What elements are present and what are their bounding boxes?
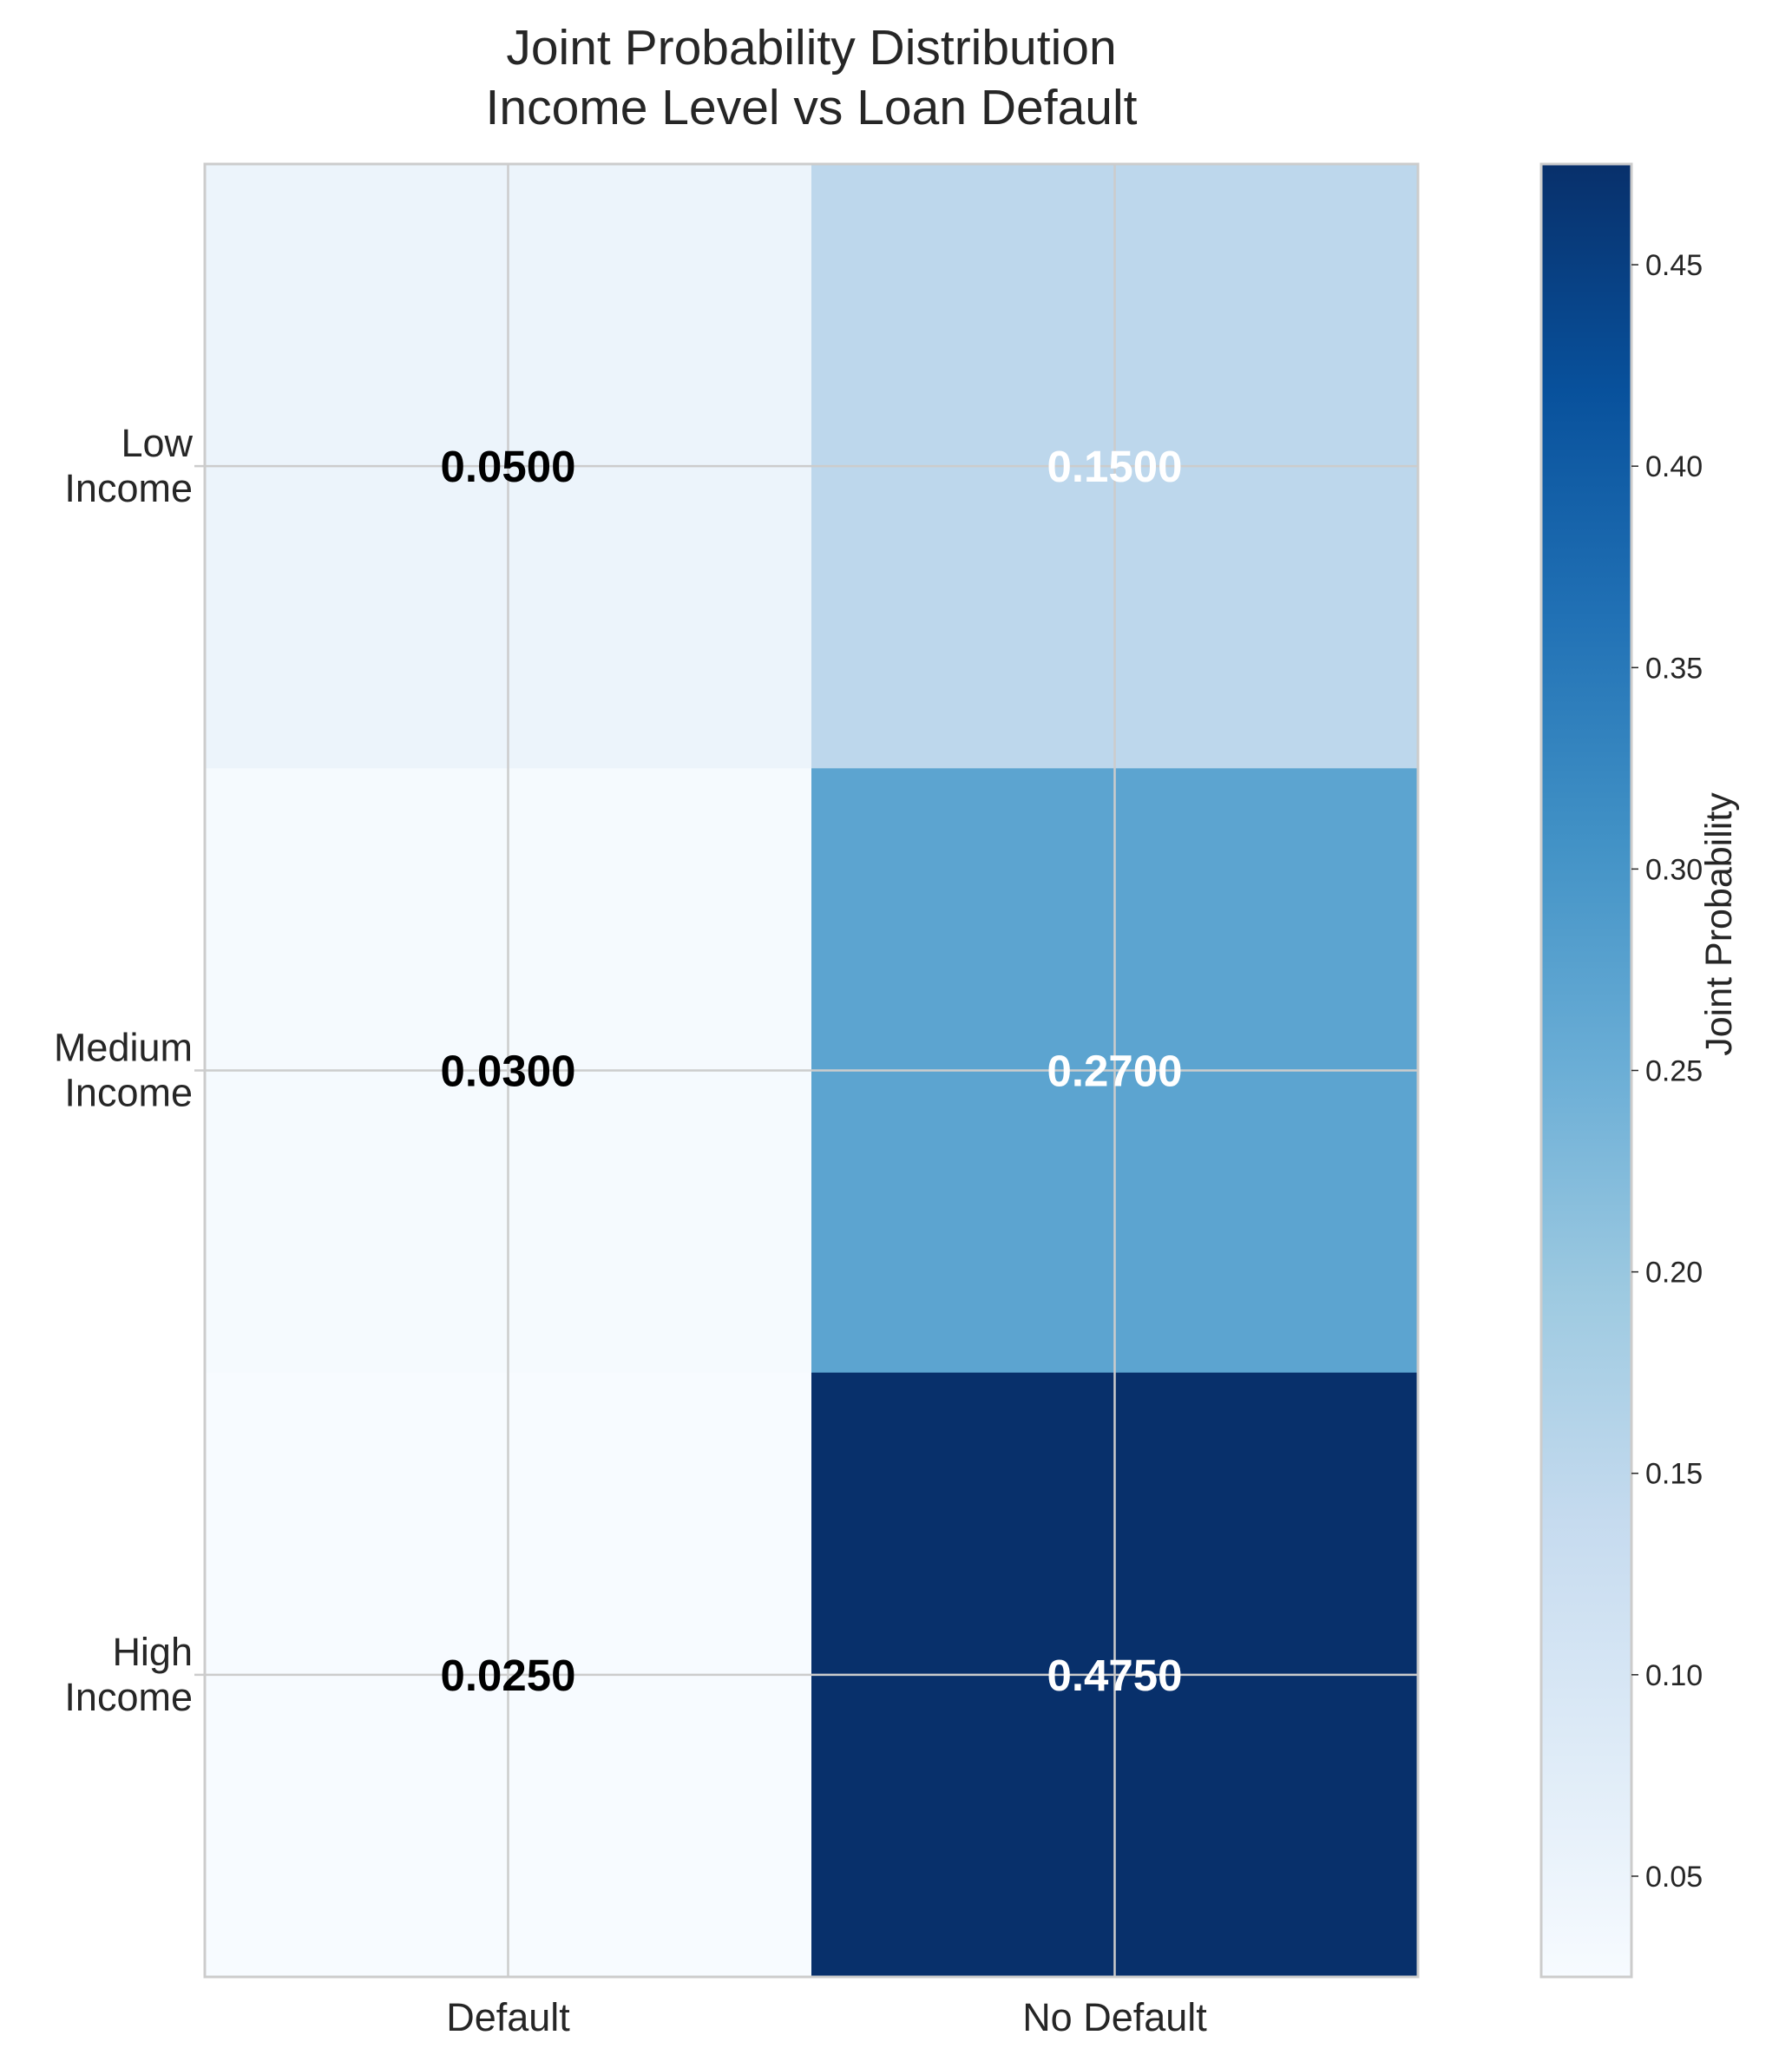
colorbar-tick-label-8: 0.45	[1645, 249, 1703, 282]
colorbar-tick-label-3: 0.20	[1645, 1257, 1703, 1290]
col-label-1: No Default	[1022, 1995, 1207, 2039]
chart-title-line-1: Joint Probability Distribution	[506, 20, 1116, 76]
cell-label-r2-c0: 0.0250	[441, 1651, 576, 1700]
colorbar-gradient	[1539, 162, 1633, 1979]
cell-label-r0-c0: 0.0500	[441, 442, 576, 491]
chart-title: Joint Probability Distribution Income Le…	[486, 20, 1138, 135]
colorbar-tick-label-7: 0.40	[1645, 450, 1703, 483]
grid-lines	[194, 164, 1418, 1977]
colorbar-tick-label-4: 0.25	[1645, 1055, 1703, 1088]
x-axis-tick-labels: Default No Default	[446, 1995, 1207, 2039]
row-label-2-line-0: High	[112, 1630, 193, 1674]
colorbar-ticks: 0.05 0.10 0.15 0.20 0.25 0.30 0.35 0.40 0.45	[1631, 249, 1703, 1894]
row-label-0-line-0: Low	[121, 421, 193, 465]
col-label-0: Default	[446, 1995, 570, 2039]
colorbar-tick-label-5: 0.30	[1645, 853, 1703, 886]
colorbar-tick-label-2: 0.15	[1645, 1458, 1703, 1491]
chart-title-line-2: Income Level vs Loan Default	[486, 80, 1138, 135]
colorbar-label: Joint Probability	[1698, 792, 1740, 1056]
cell-label-r1-c1: 0.2700	[1047, 1047, 1183, 1096]
cell-label-r0-c1: 0.1500	[1047, 442, 1183, 491]
row-label-0-line-1: Income	[64, 466, 193, 510]
row-label-1-line-0: Medium	[54, 1026, 193, 1070]
colorbar-tick-label-1: 0.10	[1645, 1659, 1703, 1692]
cell-label-r1-c0: 0.0300	[441, 1047, 576, 1096]
colorbar-tick-label-0: 0.05	[1645, 1861, 1703, 1894]
row-label-2-line-1: Income	[64, 1675, 193, 1719]
cell-value-labels: 0.0500 0.1500 0.0300 0.2700 0.0250 0.4750	[441, 442, 1183, 1700]
row-label-1-line-1: Income	[64, 1071, 193, 1115]
plot-frame	[203, 162, 1420, 1979]
cell-label-r2-c1: 0.4750	[1047, 1651, 1183, 1700]
colorbar: 0.05 0.10 0.15 0.20 0.25 0.30 0.35 0.40 0.45 Joi…	[1539, 162, 1740, 1979]
colorbar-tick-label-6: 0.35	[1645, 652, 1703, 685]
